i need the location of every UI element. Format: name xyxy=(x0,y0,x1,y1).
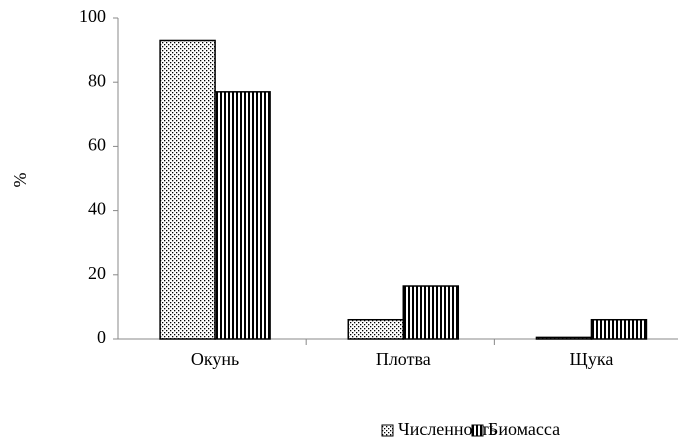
y-tick-label: 60 xyxy=(88,135,106,155)
x-tick-label: Окунь xyxy=(191,349,239,369)
legend-swatch xyxy=(381,424,394,437)
y-tick-label: 100 xyxy=(79,6,106,26)
y-tick-label: 20 xyxy=(88,263,106,283)
y-tick-label: 0 xyxy=(97,327,106,347)
x-tick-label: Плотва xyxy=(376,349,431,369)
bar xyxy=(535,336,593,340)
bar xyxy=(402,285,460,340)
bar xyxy=(214,91,271,340)
x-tick-label: Щука xyxy=(570,349,614,369)
y-tick-label: 40 xyxy=(88,199,106,219)
legend-swatch xyxy=(471,424,484,437)
bar xyxy=(159,39,216,340)
bar xyxy=(590,318,648,340)
y-tick-label: 80 xyxy=(88,70,106,90)
bar xyxy=(347,318,405,340)
legend-label: Биомасса xyxy=(488,419,560,439)
y-axis-label: % xyxy=(10,173,30,188)
